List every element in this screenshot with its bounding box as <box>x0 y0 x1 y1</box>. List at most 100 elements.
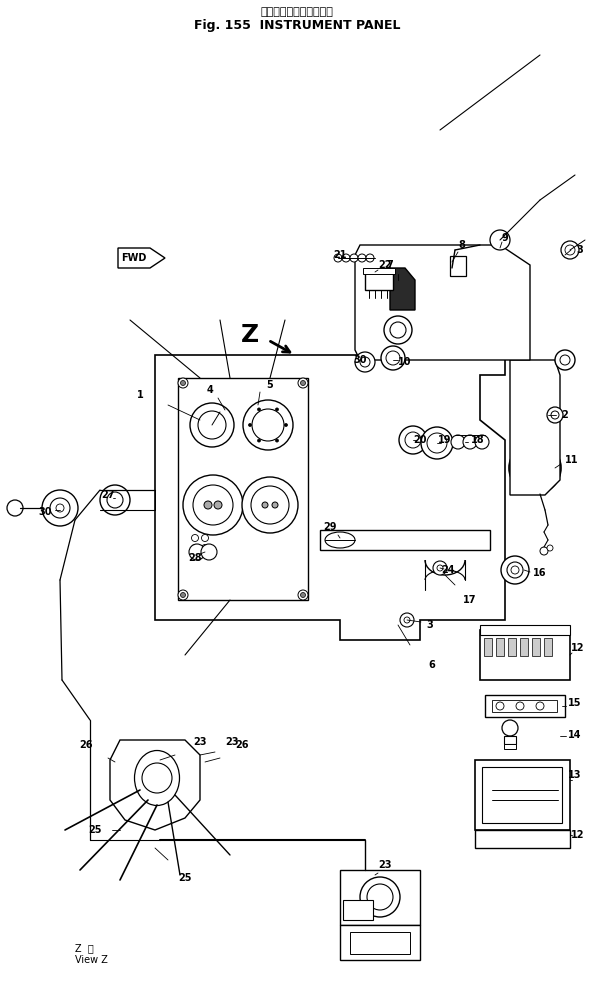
Text: 17: 17 <box>464 595 477 605</box>
Circle shape <box>258 439 261 442</box>
Circle shape <box>507 562 523 578</box>
Circle shape <box>178 378 188 388</box>
Circle shape <box>275 439 278 442</box>
Bar <box>544 638 552 656</box>
Bar <box>520 638 528 656</box>
Circle shape <box>100 485 130 515</box>
Text: インスツルメントパネル: インスツルメントパネル <box>261 7 333 17</box>
Circle shape <box>178 590 188 600</box>
Bar <box>532 638 540 656</box>
Bar <box>482 767 562 823</box>
Text: 11: 11 <box>565 455 579 465</box>
Circle shape <box>400 613 414 627</box>
Circle shape <box>252 409 284 441</box>
Circle shape <box>192 534 199 541</box>
Text: FWD: FWD <box>121 253 147 263</box>
Circle shape <box>509 442 561 494</box>
Circle shape <box>560 355 570 365</box>
Circle shape <box>547 407 563 423</box>
Circle shape <box>190 403 234 447</box>
Bar <box>475 830 570 848</box>
Polygon shape <box>110 740 200 830</box>
Text: 16: 16 <box>533 568 547 578</box>
Circle shape <box>193 485 233 525</box>
Bar <box>480 630 570 680</box>
Circle shape <box>502 720 518 736</box>
Text: 15: 15 <box>568 698 582 708</box>
Polygon shape <box>118 248 165 268</box>
Circle shape <box>540 547 548 555</box>
Text: 23: 23 <box>226 737 239 747</box>
Circle shape <box>555 350 575 370</box>
Polygon shape <box>178 378 308 600</box>
Circle shape <box>180 593 186 598</box>
Text: 8: 8 <box>459 240 465 250</box>
Text: 6: 6 <box>428 660 436 670</box>
Circle shape <box>355 352 375 372</box>
Circle shape <box>284 424 287 427</box>
Text: 12: 12 <box>571 643 585 653</box>
Circle shape <box>242 477 298 533</box>
Text: 3: 3 <box>577 245 583 255</box>
Text: 10: 10 <box>398 357 412 367</box>
Circle shape <box>360 357 370 367</box>
Text: 13: 13 <box>568 770 582 780</box>
Text: 2: 2 <box>562 410 568 420</box>
Text: 26: 26 <box>235 740 249 750</box>
Circle shape <box>142 763 172 793</box>
Circle shape <box>183 475 243 535</box>
Circle shape <box>298 378 308 388</box>
Text: 20: 20 <box>414 435 427 445</box>
Circle shape <box>258 408 261 411</box>
Circle shape <box>189 544 205 560</box>
Circle shape <box>427 433 447 453</box>
Text: 19: 19 <box>439 435 452 445</box>
Bar <box>475 760 570 830</box>
Circle shape <box>107 492 123 508</box>
Circle shape <box>300 593 305 598</box>
Text: 22: 22 <box>378 260 392 270</box>
Circle shape <box>421 427 453 459</box>
Text: 25: 25 <box>178 873 192 883</box>
Circle shape <box>463 435 477 449</box>
Polygon shape <box>155 355 505 640</box>
Text: 29: 29 <box>323 522 337 532</box>
Circle shape <box>214 501 222 509</box>
Circle shape <box>251 486 289 524</box>
Bar <box>340 925 420 960</box>
Circle shape <box>547 545 553 551</box>
Bar <box>504 744 516 749</box>
Text: Z: Z <box>241 323 259 347</box>
Text: 24: 24 <box>441 565 455 575</box>
Circle shape <box>201 544 217 560</box>
Text: 26: 26 <box>79 740 93 750</box>
Text: 25: 25 <box>88 825 102 835</box>
Text: 12: 12 <box>571 830 585 840</box>
Text: 3: 3 <box>427 620 433 630</box>
Text: 30: 30 <box>38 507 52 517</box>
Circle shape <box>262 502 268 508</box>
Circle shape <box>272 502 278 508</box>
Text: 23: 23 <box>378 860 392 870</box>
Circle shape <box>381 346 405 370</box>
Circle shape <box>551 411 559 419</box>
Circle shape <box>249 424 252 427</box>
Circle shape <box>386 351 400 365</box>
Text: 21: 21 <box>333 250 347 260</box>
Polygon shape <box>320 530 490 550</box>
Circle shape <box>243 400 293 450</box>
Circle shape <box>298 590 308 600</box>
Circle shape <box>384 316 412 344</box>
Circle shape <box>399 426 427 454</box>
Circle shape <box>56 504 64 512</box>
Circle shape <box>511 566 519 574</box>
Bar <box>484 638 492 656</box>
Text: Fig. 155  INSTRUMENT PANEL: Fig. 155 INSTRUMENT PANEL <box>194 19 400 32</box>
Circle shape <box>536 702 544 710</box>
Circle shape <box>360 877 400 917</box>
Text: 4: 4 <box>206 385 214 395</box>
Circle shape <box>565 245 575 255</box>
Circle shape <box>275 408 278 411</box>
Circle shape <box>516 702 524 710</box>
Text: 1: 1 <box>137 390 143 400</box>
